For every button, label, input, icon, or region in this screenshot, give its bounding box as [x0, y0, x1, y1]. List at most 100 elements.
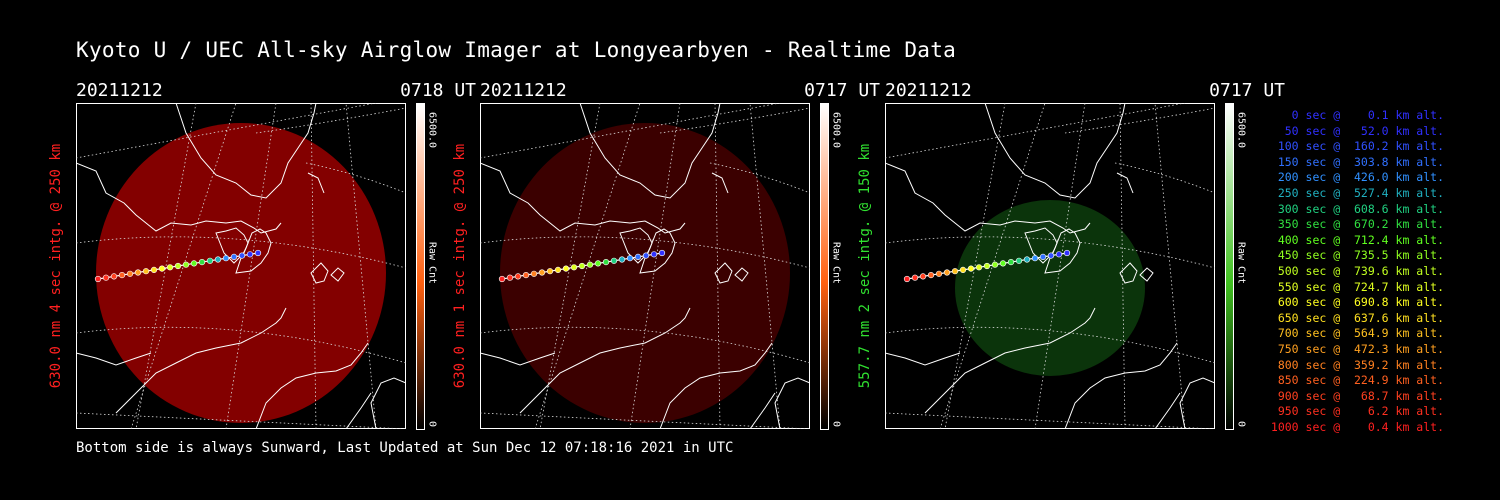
- coastline: [1119, 262, 1138, 284]
- trajectory-time-altitude-legend: 0 sec @ 0.1 km alt. 50 sec @ 52.0 km alt…: [1266, 108, 1444, 435]
- footer-note: Bottom side is always Sunward, Last Upda…: [76, 440, 734, 456]
- trajectory-point: [626, 255, 634, 262]
- legend-entry: 300 sec @ 608.6 km alt.: [1270, 201, 1444, 216]
- panel-date: 20211212: [885, 80, 972, 101]
- coastline: [1139, 267, 1154, 282]
- trajectory-point: [650, 251, 658, 258]
- trajectory-point: [182, 261, 190, 268]
- trajectory-point: [991, 261, 999, 268]
- grid-line: [944, 103, 1006, 429]
- coastline: [774, 377, 810, 429]
- coastline: [984, 103, 1126, 199]
- grid-line: [255, 107, 406, 134]
- trajectory-point: [554, 266, 562, 273]
- trajectory-point: [254, 249, 262, 257]
- grid-line: [629, 103, 681, 429]
- trajectory-point: [110, 273, 118, 280]
- grid-line: [480, 412, 810, 429]
- coastline: [579, 103, 721, 199]
- trajectory-point: [134, 269, 142, 276]
- trajectory-point: [142, 268, 150, 275]
- trajectory-point: [150, 266, 158, 273]
- trajectory-point: [126, 270, 134, 277]
- legend-entry: 50 sec @ 52.0 km alt.: [1270, 123, 1444, 138]
- imager-panel-1: 20211212 0718 UT 630.0 nm 4 sec intg. @ …: [48, 80, 476, 430]
- imager-panel-3: 20211212 0717 UT 557.7 nm 2 sec intg. @ …: [857, 80, 1285, 430]
- panel-date: 20211212: [480, 80, 567, 101]
- legend-entry: 650 sec @ 637.6 km alt.: [1270, 310, 1444, 325]
- legend-entry: 0 sec @ 0.1 km alt.: [1270, 108, 1444, 122]
- grid-line: [659, 107, 810, 134]
- grid-line: [480, 103, 781, 159]
- colorbar: [416, 103, 425, 430]
- trajectory-point: [1055, 251, 1063, 258]
- trajectory-point: [522, 272, 530, 279]
- grid-line: [345, 103, 377, 429]
- coastline: [749, 392, 776, 429]
- trajectory-point: [570, 264, 578, 271]
- trajectory-point: [506, 274, 514, 281]
- coastline: [659, 342, 773, 429]
- trajectory-point: [158, 265, 166, 272]
- panel-date: 20211212: [76, 80, 163, 101]
- trajectory-point: [514, 273, 522, 280]
- trajectory-point: [967, 265, 975, 272]
- legend-entry: 600 sec @ 690.8 km alt.: [1270, 295, 1444, 310]
- coastline: [235, 228, 272, 274]
- coastline: [1154, 392, 1181, 429]
- trajectory-point: [530, 270, 538, 277]
- trajectory-point: [246, 251, 254, 258]
- colorbar-min-label: 0: [1235, 420, 1247, 428]
- allsky-image: [885, 103, 1215, 429]
- legend-entry: 500 sec @ 739.6 km alt.: [1270, 263, 1444, 278]
- legend-entry: 700 sec @ 564.9 km alt.: [1270, 326, 1444, 341]
- trajectory-point: [999, 260, 1007, 267]
- coastline: [76, 352, 152, 366]
- legend-entry: 950 sec @ 6.2 km alt.: [1270, 404, 1444, 419]
- trajectory-point: [911, 274, 919, 281]
- grid-line: [709, 162, 810, 194]
- coastline: [345, 392, 372, 429]
- coastline: [1179, 377, 1215, 429]
- trajectory-point: [498, 275, 506, 283]
- colorbar-min-label: 0: [830, 420, 842, 428]
- legend-entry: 800 sec @ 359.2 km alt.: [1270, 357, 1444, 372]
- legend-entry: 750 sec @ 472.3 km alt.: [1270, 341, 1444, 356]
- trajectory-point: [903, 275, 911, 283]
- trajectory-point: [546, 268, 554, 275]
- trajectory-point: [658, 249, 666, 257]
- grid-line: [76, 412, 406, 429]
- coastline: [480, 352, 556, 366]
- trajectory-point: [214, 256, 222, 263]
- legend-entry: 250 sec @ 527.4 km alt.: [1270, 185, 1444, 200]
- grid-line: [305, 162, 406, 194]
- trajectory-point: [562, 265, 570, 272]
- grid-line: [1064, 107, 1215, 134]
- grid-line: [1034, 103, 1086, 429]
- trajectory-point: [959, 266, 967, 273]
- grid-line: [225, 103, 277, 429]
- coastline: [714, 262, 733, 284]
- trajectory-point: [230, 253, 238, 260]
- trajectory-point: [198, 259, 206, 266]
- trajectory-point: [951, 268, 959, 275]
- trajectory-point: [166, 264, 174, 271]
- coastline: [115, 307, 287, 414]
- coastline: [519, 307, 691, 414]
- legend-entry: 900 sec @ 68.7 km alt.: [1270, 388, 1444, 403]
- trajectory-point: [1023, 256, 1031, 263]
- trajectory-point: [222, 255, 230, 262]
- trajectory-point: [190, 260, 198, 267]
- grid-line: [1114, 162, 1215, 194]
- grid-line: [1154, 103, 1186, 429]
- legend-entry: 100 sec @ 160.2 km alt.: [1270, 139, 1444, 154]
- trajectory-point: [1031, 255, 1039, 262]
- trajectory-point: [618, 256, 626, 263]
- grid-line: [534, 103, 641, 429]
- trajectory-point: [919, 273, 927, 280]
- legend-entry: 450 sec @ 735.5 km alt.: [1270, 248, 1444, 263]
- coastline: [307, 172, 325, 194]
- grid-line: [130, 103, 237, 429]
- panel-time: 0717 UT: [804, 80, 880, 101]
- colorbar: [1225, 103, 1234, 430]
